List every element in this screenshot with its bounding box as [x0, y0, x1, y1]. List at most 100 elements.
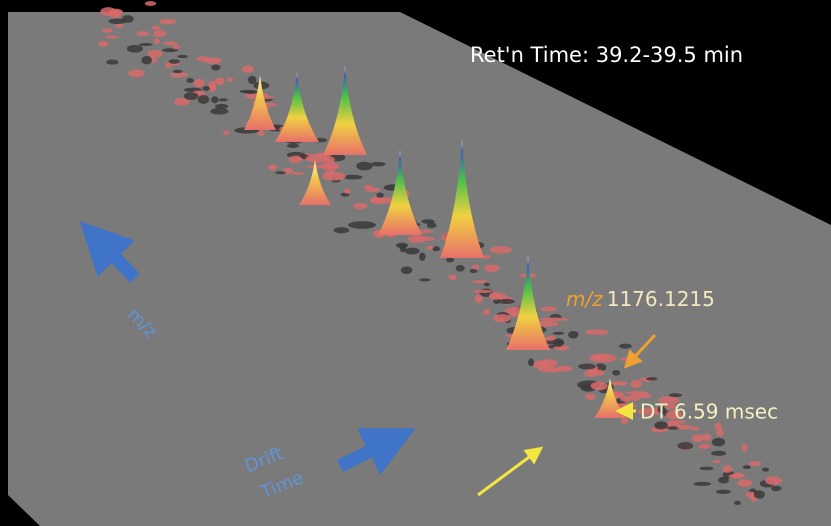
noise-blob	[404, 247, 420, 255]
noise-blob	[539, 317, 569, 322]
noise-blob	[177, 54, 188, 59]
noise-blob	[138, 43, 153, 47]
noise-blob	[715, 489, 731, 494]
noise-blob	[136, 31, 150, 37]
title: Ret'n Time: 39.2-39.5 min	[470, 43, 743, 67]
noise-blob	[218, 98, 228, 102]
noise-blob	[168, 59, 180, 64]
noise-blob	[482, 309, 490, 316]
noise-blob	[108, 18, 127, 25]
peak	[506, 255, 550, 350]
noise-blob	[202, 86, 210, 91]
noise-blob	[208, 80, 216, 90]
noise-blob	[753, 490, 765, 499]
noise-blob	[363, 185, 373, 189]
noise-blob	[689, 426, 701, 431]
noise-blob	[657, 406, 666, 414]
noise-blob	[748, 460, 762, 467]
noise-blob	[762, 467, 770, 472]
noise-blob	[239, 89, 256, 94]
black-corner	[400, 12, 831, 225]
noise-blob	[376, 192, 384, 199]
peak	[275, 72, 319, 142]
noise-blob	[585, 393, 596, 400]
noise-blob	[455, 264, 465, 272]
noise-blob	[654, 421, 668, 430]
drift-arrow	[337, 428, 416, 475]
noise-blob	[718, 476, 730, 484]
mz-italic: m/z	[566, 287, 603, 311]
noise-blob	[122, 15, 134, 23]
noise-blob	[741, 443, 748, 452]
noise-blob	[324, 156, 335, 164]
noise-blob	[241, 65, 254, 74]
noise-blob	[693, 481, 712, 486]
noise-blob	[344, 188, 351, 194]
noise-blob	[568, 330, 579, 339]
noise-blob	[471, 280, 488, 284]
noise-blob	[172, 44, 180, 50]
noise-blob	[174, 97, 190, 106]
noise-blob	[722, 465, 733, 473]
peak	[440, 138, 484, 258]
peak	[299, 160, 331, 205]
noise-blob	[630, 392, 640, 402]
noise-blob	[147, 49, 163, 58]
noise-blob	[163, 41, 178, 46]
noise-blob	[668, 393, 683, 398]
noise-blob	[592, 354, 609, 360]
noise-blob	[490, 246, 512, 254]
noise-blob	[764, 476, 782, 485]
noise-blob	[714, 422, 722, 431]
noise-blob	[578, 363, 596, 370]
noise-blob	[264, 102, 277, 107]
noise-blob	[108, 8, 123, 15]
noise-blob	[286, 143, 300, 149]
noise-blob	[483, 282, 490, 287]
noise-blob	[469, 268, 478, 274]
noise-blob	[291, 171, 305, 175]
mz-annotation: m/z 1176.1215	[566, 287, 715, 311]
bottom-pointer	[477, 446, 544, 497]
noise-blob	[666, 426, 680, 430]
noise-blob	[186, 78, 194, 83]
noise-blob	[98, 41, 109, 47]
noise-blob	[699, 466, 714, 471]
noise-blob	[153, 30, 167, 38]
mz-arrow	[79, 221, 140, 283]
noise-blob	[141, 55, 153, 65]
noise-blob	[159, 18, 177, 25]
noise-blob	[540, 306, 557, 312]
noise-blob	[183, 92, 199, 100]
noise-blob	[226, 77, 233, 82]
noise-blob	[630, 379, 642, 389]
noise-blob	[102, 28, 113, 33]
noise-blob	[733, 500, 741, 506]
noise-blob	[676, 424, 691, 430]
noise-blob	[114, 23, 124, 28]
noise-blob	[172, 69, 183, 74]
noise-blob	[712, 459, 721, 464]
noise-blob	[637, 393, 652, 399]
noise-blob	[161, 48, 179, 53]
noise-blob	[426, 245, 434, 250]
noise-blob	[737, 479, 753, 488]
noise-blob	[128, 69, 145, 78]
noise-blob	[418, 278, 431, 282]
noise-blob	[646, 377, 658, 381]
noise-blob	[211, 96, 219, 104]
noise-blob	[489, 292, 503, 300]
noise-blob	[728, 473, 743, 479]
noise-blob	[105, 35, 119, 39]
noise-blob	[268, 164, 278, 171]
noise-blob	[197, 94, 210, 104]
peak	[244, 75, 276, 130]
noise-blob	[668, 420, 686, 424]
noise-blob	[193, 78, 205, 88]
noise-blob	[445, 257, 455, 263]
noise-blob	[448, 274, 457, 281]
noise-blob	[664, 403, 677, 410]
noise-blob	[528, 358, 535, 367]
noise-blob	[408, 235, 426, 244]
noise-blob	[611, 381, 629, 386]
